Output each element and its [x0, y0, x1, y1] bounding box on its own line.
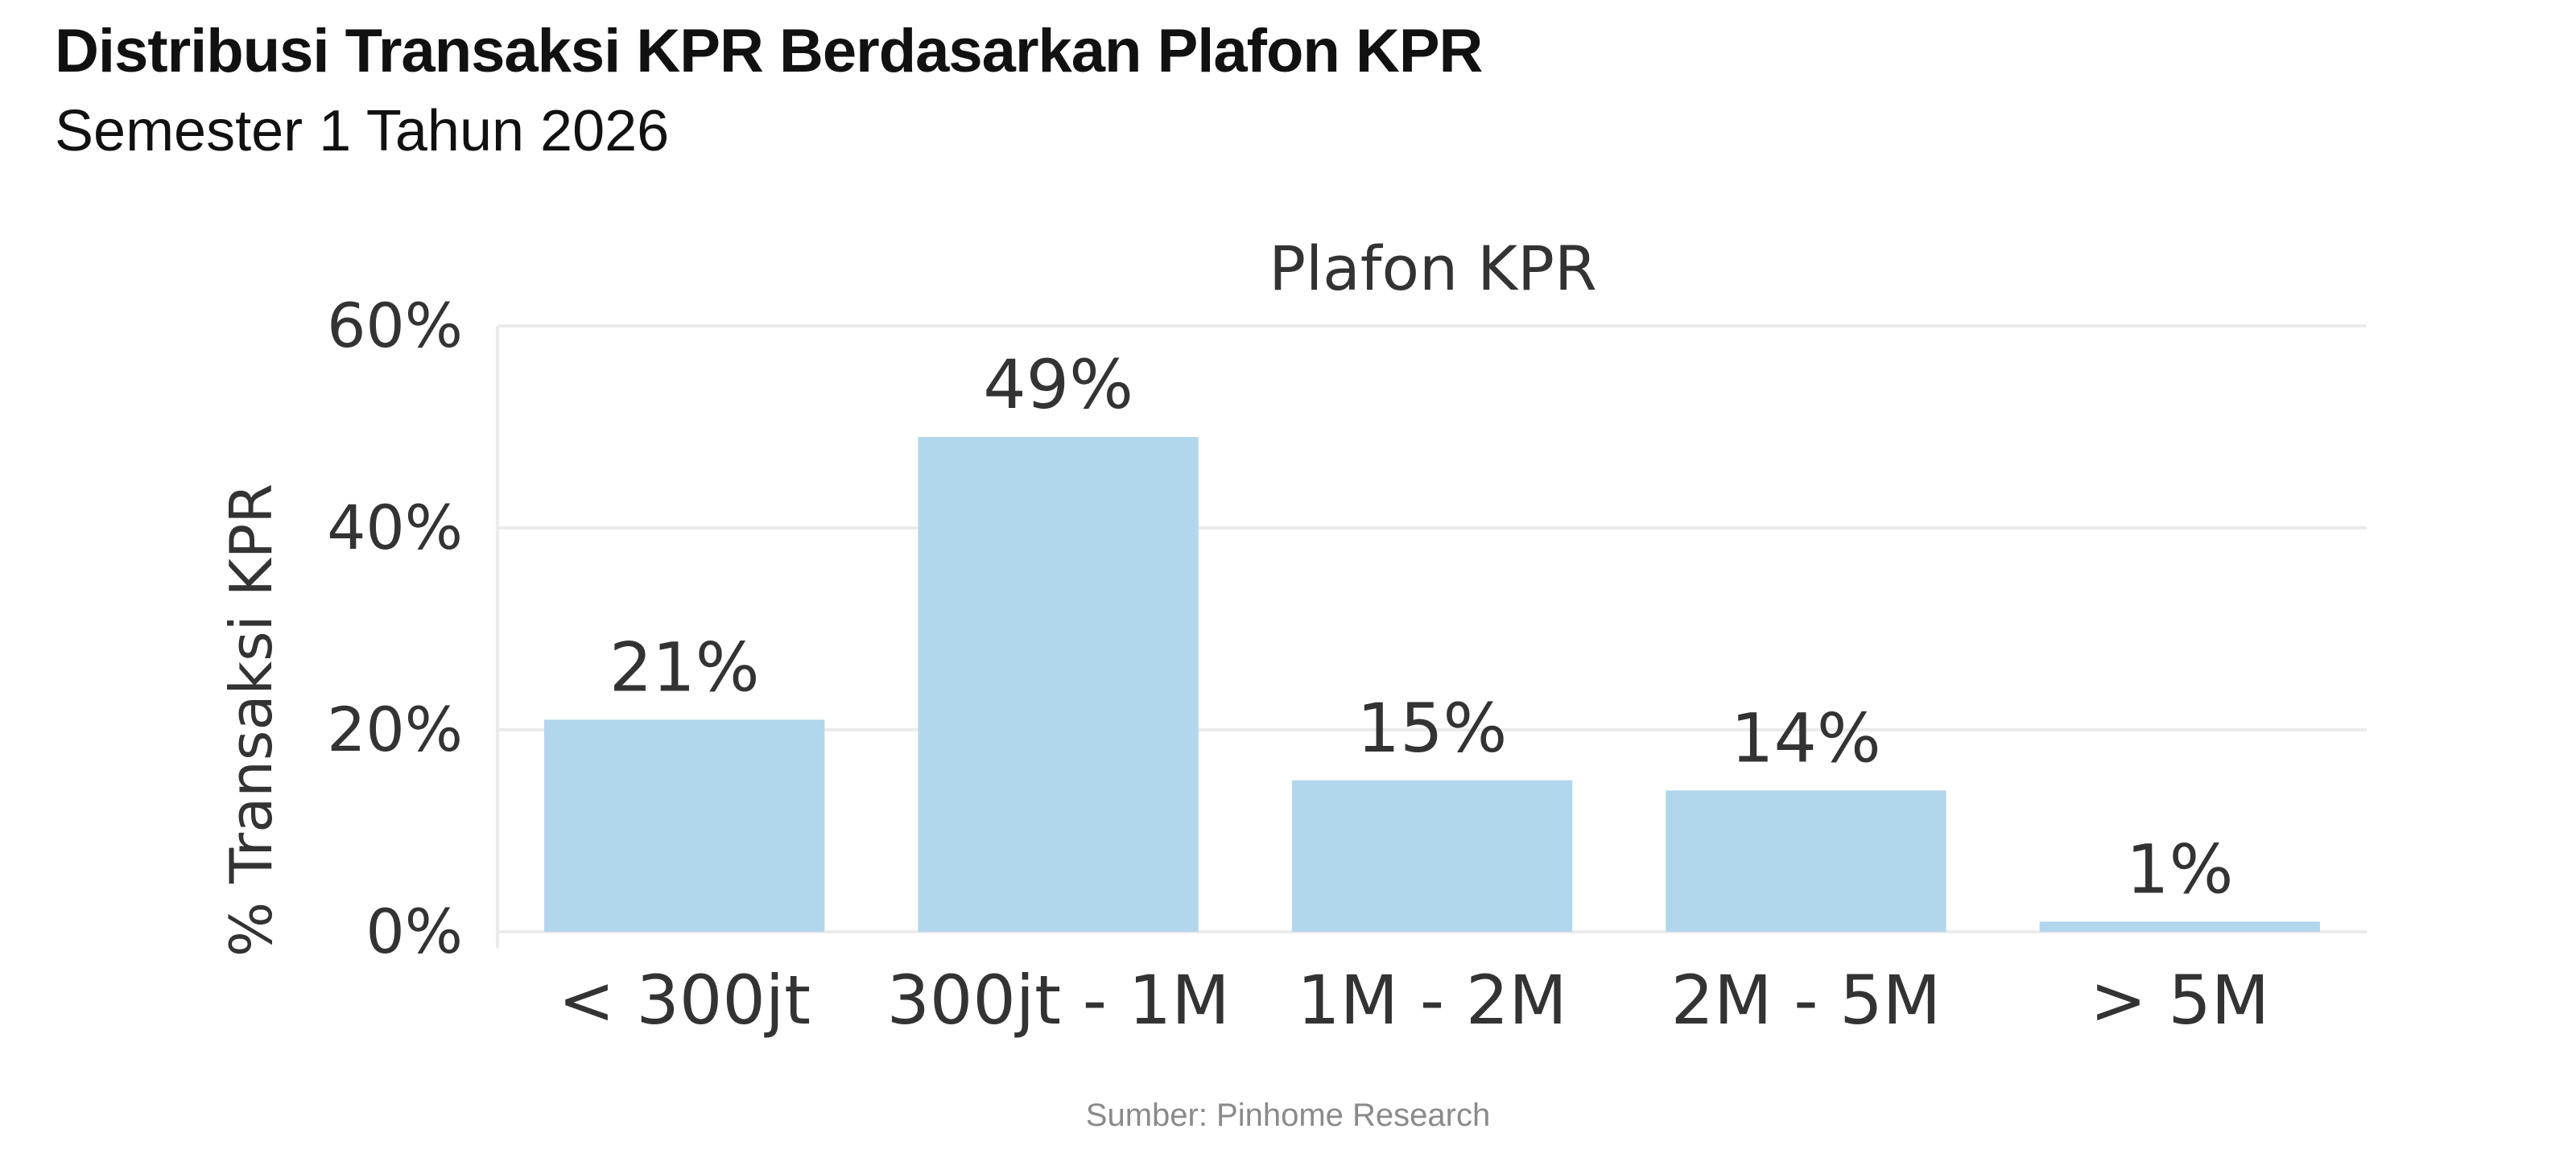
x-axis-categories: < 300jt 300jt - 1M 1M - 2M 2M - 5M > 5M [558, 961, 2269, 1040]
bars [544, 437, 2320, 932]
bar [1291, 780, 1573, 932]
x-tick-label: 2M - 5M [1671, 961, 1942, 1040]
data-label: 1% [2126, 830, 2233, 908]
page-subtitle: Semester 1 Tahun 2026 [55, 99, 670, 163]
y-axis-ticks: 0% 20% 40% 60% [327, 290, 463, 967]
data-label: 15% [1357, 689, 1508, 768]
y-axis-label: % Transaksi KPR [217, 484, 285, 957]
page-title: Distribusi Transaksi KPR Berdasarkan Pla… [55, 17, 1483, 85]
data-label: 49% [983, 345, 1133, 424]
bar [1666, 790, 1946, 932]
data-labels: 21% 49% 15% 14% 1% [609, 345, 2234, 908]
data-label: 21% [609, 628, 760, 706]
x-tick-label: < 300jt [558, 961, 811, 1040]
x-tick-label: 300jt - 1M [886, 961, 1229, 1040]
bar [2039, 921, 2320, 932]
x-tick-label: 1M - 2M [1297, 961, 1567, 1040]
chart-title: Plafon KPR [1269, 233, 1597, 304]
y-tick-label: 60% [327, 290, 463, 361]
bar [918, 437, 1199, 932]
y-tick-label: 0% [365, 896, 463, 967]
source-note: Sumber: Pinhome Research [1085, 1098, 1491, 1133]
data-label: 14% [1731, 698, 1881, 777]
y-tick-label: 20% [327, 694, 463, 765]
x-tick-label: > 5M [2090, 961, 2269, 1040]
bar [544, 719, 825, 932]
y-tick-label: 40% [327, 492, 463, 563]
